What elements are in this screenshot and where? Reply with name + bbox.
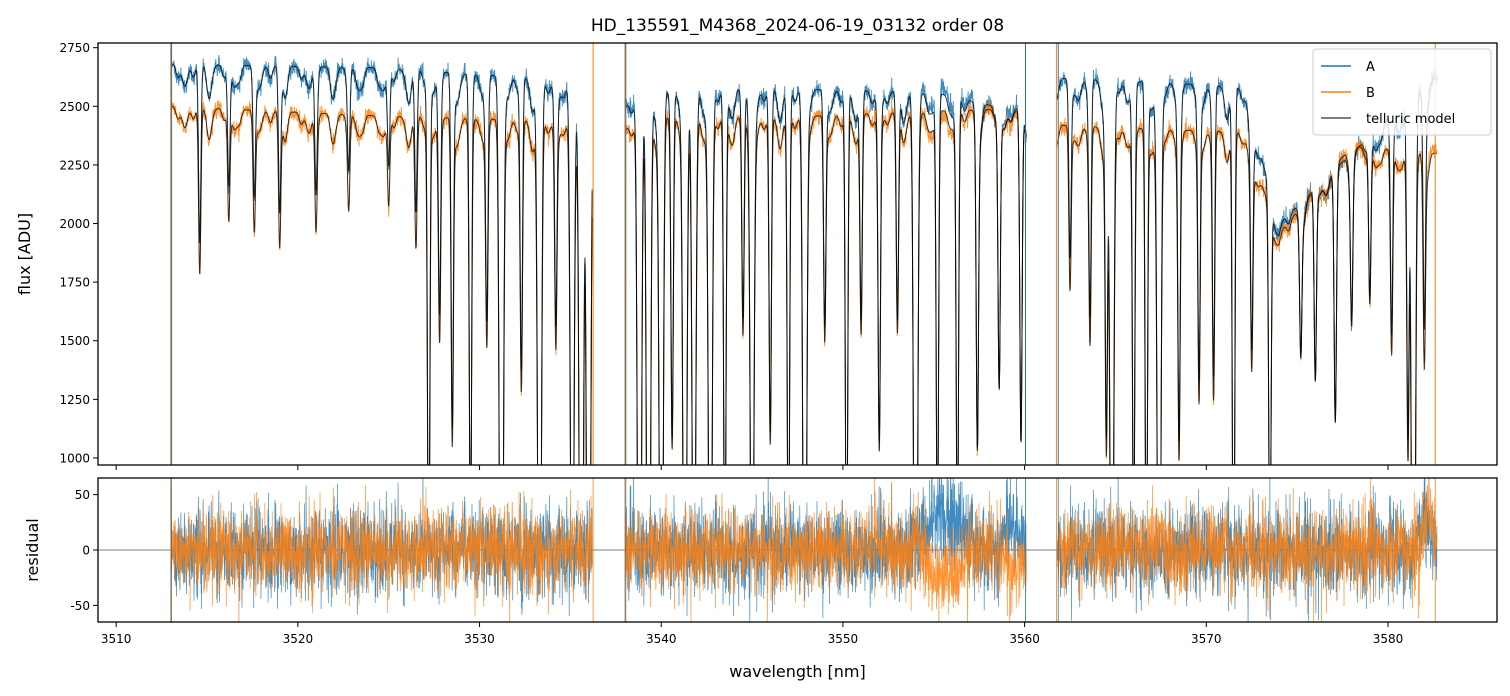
residual-b-line	[1057, 478, 1438, 622]
x-tick-label: 3570	[1191, 632, 1222, 646]
x-axis-label: wavelength [nm]	[729, 662, 866, 681]
x-tick-label: 3550	[828, 632, 859, 646]
flux-y-tick-label: 1000	[59, 451, 90, 465]
residual-y-axis-label: residual	[23, 518, 42, 581]
flux-y-tick-label: 2250	[59, 158, 90, 172]
flux-y-tick-label: 2000	[59, 217, 90, 231]
legend-label: A	[1366, 60, 1375, 75]
legend-box	[1312, 48, 1492, 136]
flux-panel: 1000 1250 1500 1750 2000 2250 2500 2750 flux [A…	[15, 41, 1498, 470]
residual-y-tick-label: -50	[70, 599, 90, 613]
residual-y-ticks: -50 0 50	[70, 488, 98, 613]
residual-b-line	[170, 484, 593, 622]
legend-label: telluric model	[1366, 112, 1455, 127]
flux-y-tick-label: 1250	[59, 393, 90, 407]
flux-y-tick-label: 1750	[59, 276, 90, 290]
chart-title: HD_135591_M4368_2024-06-19_03132 order 0…	[591, 16, 1004, 36]
residual-plot-area	[98, 478, 1497, 622]
telluric-model-b-line	[624, 108, 1027, 465]
flux-axes-frame	[97, 42, 1498, 466]
residual-y-tick-label: 0	[82, 544, 90, 558]
flux-y-tick-label: 2750	[59, 41, 90, 55]
flux-y-tick-label: 1500	[59, 334, 90, 348]
flux-y-axis-label: flux [ADU]	[15, 213, 34, 295]
telluric-model-a-line	[1056, 77, 1437, 465]
x-tick-label: 3520	[283, 632, 314, 646]
residual-b-line	[624, 478, 1027, 622]
flux-y-tick-label: 2500	[59, 100, 90, 114]
telluric-model-b-line	[1056, 124, 1437, 465]
x-tick-label: 3580	[1373, 632, 1404, 646]
x-tick-label: 3560	[1009, 632, 1040, 646]
residual-x-ticks: 3510 3520 3530 3540 3550 3560 3570 3580	[101, 622, 1403, 646]
x-tick-label: 3540	[646, 632, 677, 646]
telluric-model-b-line	[170, 105, 593, 465]
x-tick-label: 3510	[101, 632, 132, 646]
x-tick-label: 3530	[464, 632, 495, 646]
flux-y-ticks: 1000 1250 1500 1750 2000 2250 2500 2750	[59, 41, 98, 465]
residual-y-tick-label: 50	[75, 488, 90, 502]
legend-label: B	[1366, 86, 1375, 101]
flux-x-ticks	[115, 465, 1389, 470]
flux-plot-area	[170, 43, 1438, 465]
